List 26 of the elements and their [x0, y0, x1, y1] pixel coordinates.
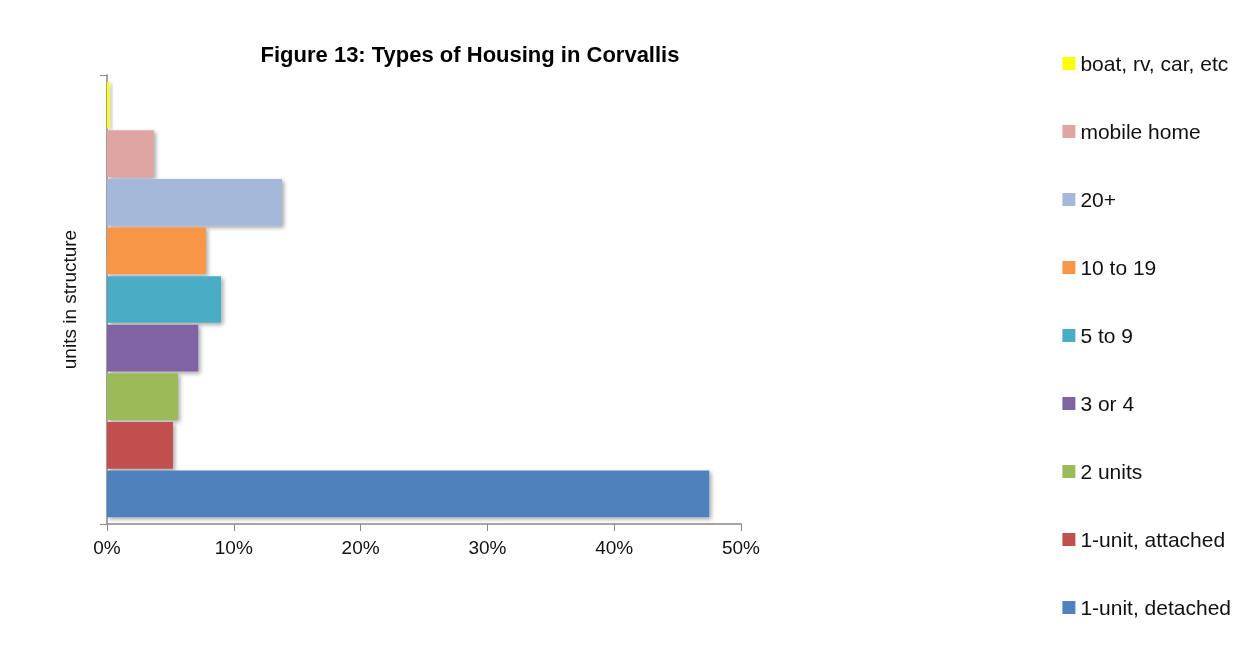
chart-title: Figure 13: Types of Housing in Corvallis — [260, 41, 680, 67]
legend-label: 5 to 9 — [1080, 324, 1133, 347]
legend-label: mobile home — [1080, 120, 1201, 143]
bar — [107, 470, 710, 518]
legend-label: 10 to 19 — [1080, 256, 1157, 279]
x-tick-label: 10% — [214, 537, 253, 558]
x-tick-label: 20% — [341, 537, 380, 558]
legend-label: 1-unit, attached — [1080, 528, 1226, 551]
x-tick-label: 40% — [595, 537, 634, 558]
bar — [107, 81, 110, 129]
legend-label: 3 or 4 — [1080, 392, 1135, 415]
bar — [107, 324, 199, 372]
x-tick-label: 50% — [721, 537, 761, 558]
x-tick-label: 0% — [93, 537, 121, 558]
bar — [107, 276, 222, 323]
legend-label: 20+ — [1080, 188, 1117, 211]
bar — [107, 373, 179, 421]
legend-label: 1-unit, detached — [1080, 596, 1231, 619]
legend-label: boat, rv, car, etc — [1080, 52, 1229, 75]
bar — [107, 421, 173, 469]
bar — [107, 130, 154, 178]
bar — [107, 227, 206, 275]
x-tick-label: 30% — [468, 537, 507, 558]
bar — [107, 178, 282, 226]
y-axis-title: units in structure — [59, 229, 80, 370]
legend-label: 2 units — [1080, 460, 1143, 483]
